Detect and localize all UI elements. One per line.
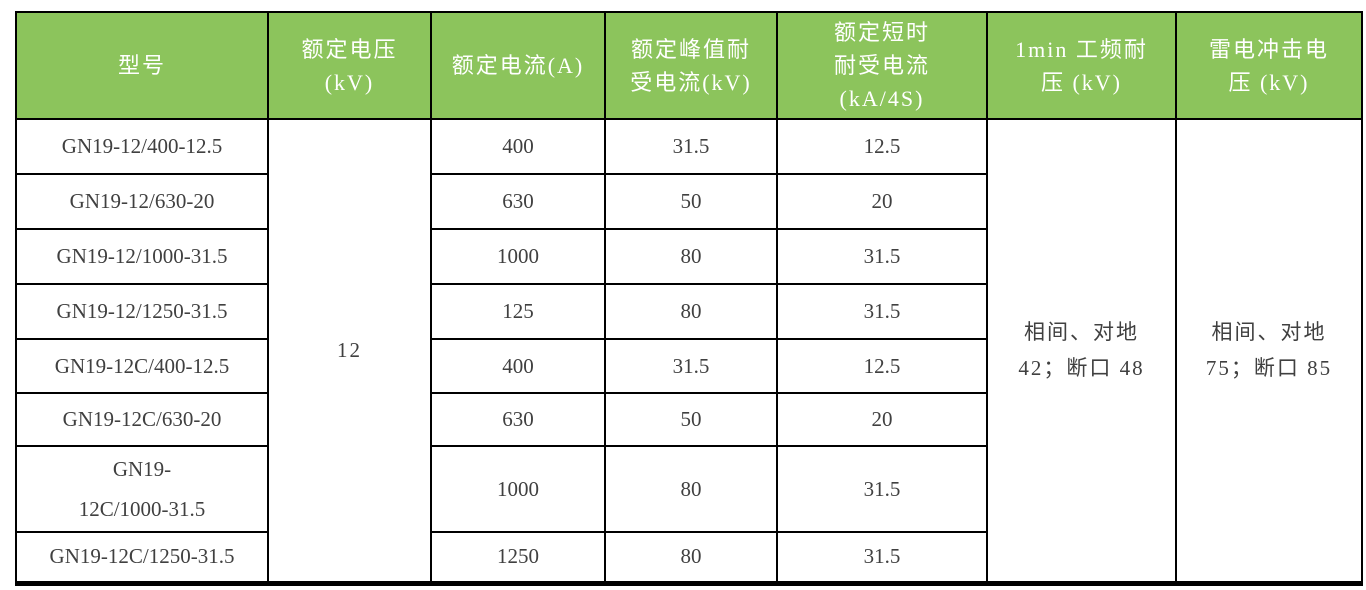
cell-short-time-withstand: 31.5	[776, 531, 988, 584]
cell-rated-current: 1000	[430, 228, 606, 285]
table-row: GN19-12/400-12.5 12 400 31.5 12.5 相间、对地 …	[15, 118, 1363, 584]
cell-rated-current: 400	[430, 118, 606, 175]
header-rated-current: 额定电流(A)	[430, 11, 606, 120]
table-header: 型号 额定电压 (kV) 额定电流(A) 额定峰值耐 受电流(kV) 额定短时 …	[15, 11, 1363, 120]
table-row: GN19-12C/630-20 630 50 20	[15, 392, 1362, 447]
cell-short-time-withstand: 12.5	[776, 118, 988, 175]
cell-model: GN19-12/1000-31.5	[15, 228, 269, 285]
cell-model: GN19-12C/400-12.5	[15, 338, 269, 394]
cell-short-time-withstand: 31.5	[776, 228, 988, 285]
cell-short-time-withstand: 12.5	[776, 338, 988, 394]
cell-model: GN19-12C/1250-31.5	[15, 531, 269, 584]
table-row: GN19-12/1250-31.5 125 80 31.5	[15, 283, 1362, 340]
header-lightning-impulse: 雷电冲击电 压 (kV)	[1175, 11, 1363, 120]
cell-peak-withstand: 80	[604, 228, 778, 285]
cell-rated-current: 400	[430, 338, 606, 394]
table-row: GN19-12C/400-12.5 400 31.5 12.5	[15, 338, 1362, 394]
cell-peak-withstand: 80	[604, 283, 778, 340]
cell-rated-voltage-merged: 12	[267, 118, 432, 584]
cell-peak-withstand: 50	[604, 392, 778, 447]
table-row: GN19-12C/1250-31.5 1250 80 31.5	[15, 531, 1362, 584]
cell-peak-withstand: 31.5	[604, 118, 778, 175]
cell-model: GN19- 12C/1000-31.5	[15, 445, 269, 533]
cell-model: GN19-12/400-12.5	[15, 118, 269, 175]
cell-rated-current: 1000	[430, 445, 606, 533]
table-row: GN19- 12C/1000-31.5 1000 80 31.5	[15, 445, 1362, 533]
spec-table-container: 型号 额定电压 (kV) 额定电流(A) 额定峰值耐 受电流(kV) 额定短时 …	[15, 11, 1363, 586]
header-model: 型号	[15, 11, 269, 120]
header-row: 型号 额定电压 (kV) 额定电流(A) 额定峰值耐 受电流(kV) 额定短时 …	[15, 11, 1363, 120]
header-power-frequency-withstand: 1min 工频耐 压 (kV)	[986, 11, 1177, 120]
header-rated-voltage: 额定电压 (kV)	[267, 11, 432, 120]
cell-rated-current: 125	[430, 283, 606, 340]
table-row: GN19-12/1000-31.5 1000 80 31.5	[15, 228, 1362, 285]
switch-spec-table: 型号 额定电压 (kV) 额定电流(A) 额定峰值耐 受电流(kV) 额定短时 …	[15, 11, 1363, 586]
cell-short-time-withstand: 20	[776, 173, 988, 230]
cell-short-time-withstand: 20	[776, 392, 988, 447]
table-row: GN19-12/630-20 630 50 20	[15, 173, 1362, 230]
cell-rated-current: 1250	[430, 531, 606, 584]
cell-short-time-withstand: 31.5	[776, 283, 988, 340]
cell-peak-withstand: 50	[604, 173, 778, 230]
cell-peak-withstand: 31.5	[604, 338, 778, 394]
header-peak-withstand-current: 额定峰值耐 受电流(kV)	[604, 11, 778, 120]
cell-rated-current: 630	[430, 173, 606, 230]
cell-model: GN19-12/630-20	[15, 173, 269, 230]
cell-power-frequency-merged: 相间、对地 42；断口 48	[986, 118, 1177, 584]
cell-model: GN19-12/1250-31.5	[15, 283, 269, 340]
header-short-time-withstand-current: 额定短时 耐受电流 (kA/4S)	[776, 11, 988, 120]
cell-short-time-withstand: 31.5	[776, 445, 988, 533]
cell-peak-withstand: 80	[604, 445, 778, 533]
cell-model: GN19-12C/630-20	[15, 392, 269, 447]
cell-rated-current: 630	[430, 392, 606, 447]
table-body: GN19-12/400-12.5 12 400 31.5 12.5 相间、对地 …	[15, 118, 1363, 584]
cell-peak-withstand: 80	[604, 531, 778, 584]
cell-lightning-impulse-merged: 相间、对地 75；断口 85	[1175, 118, 1363, 584]
